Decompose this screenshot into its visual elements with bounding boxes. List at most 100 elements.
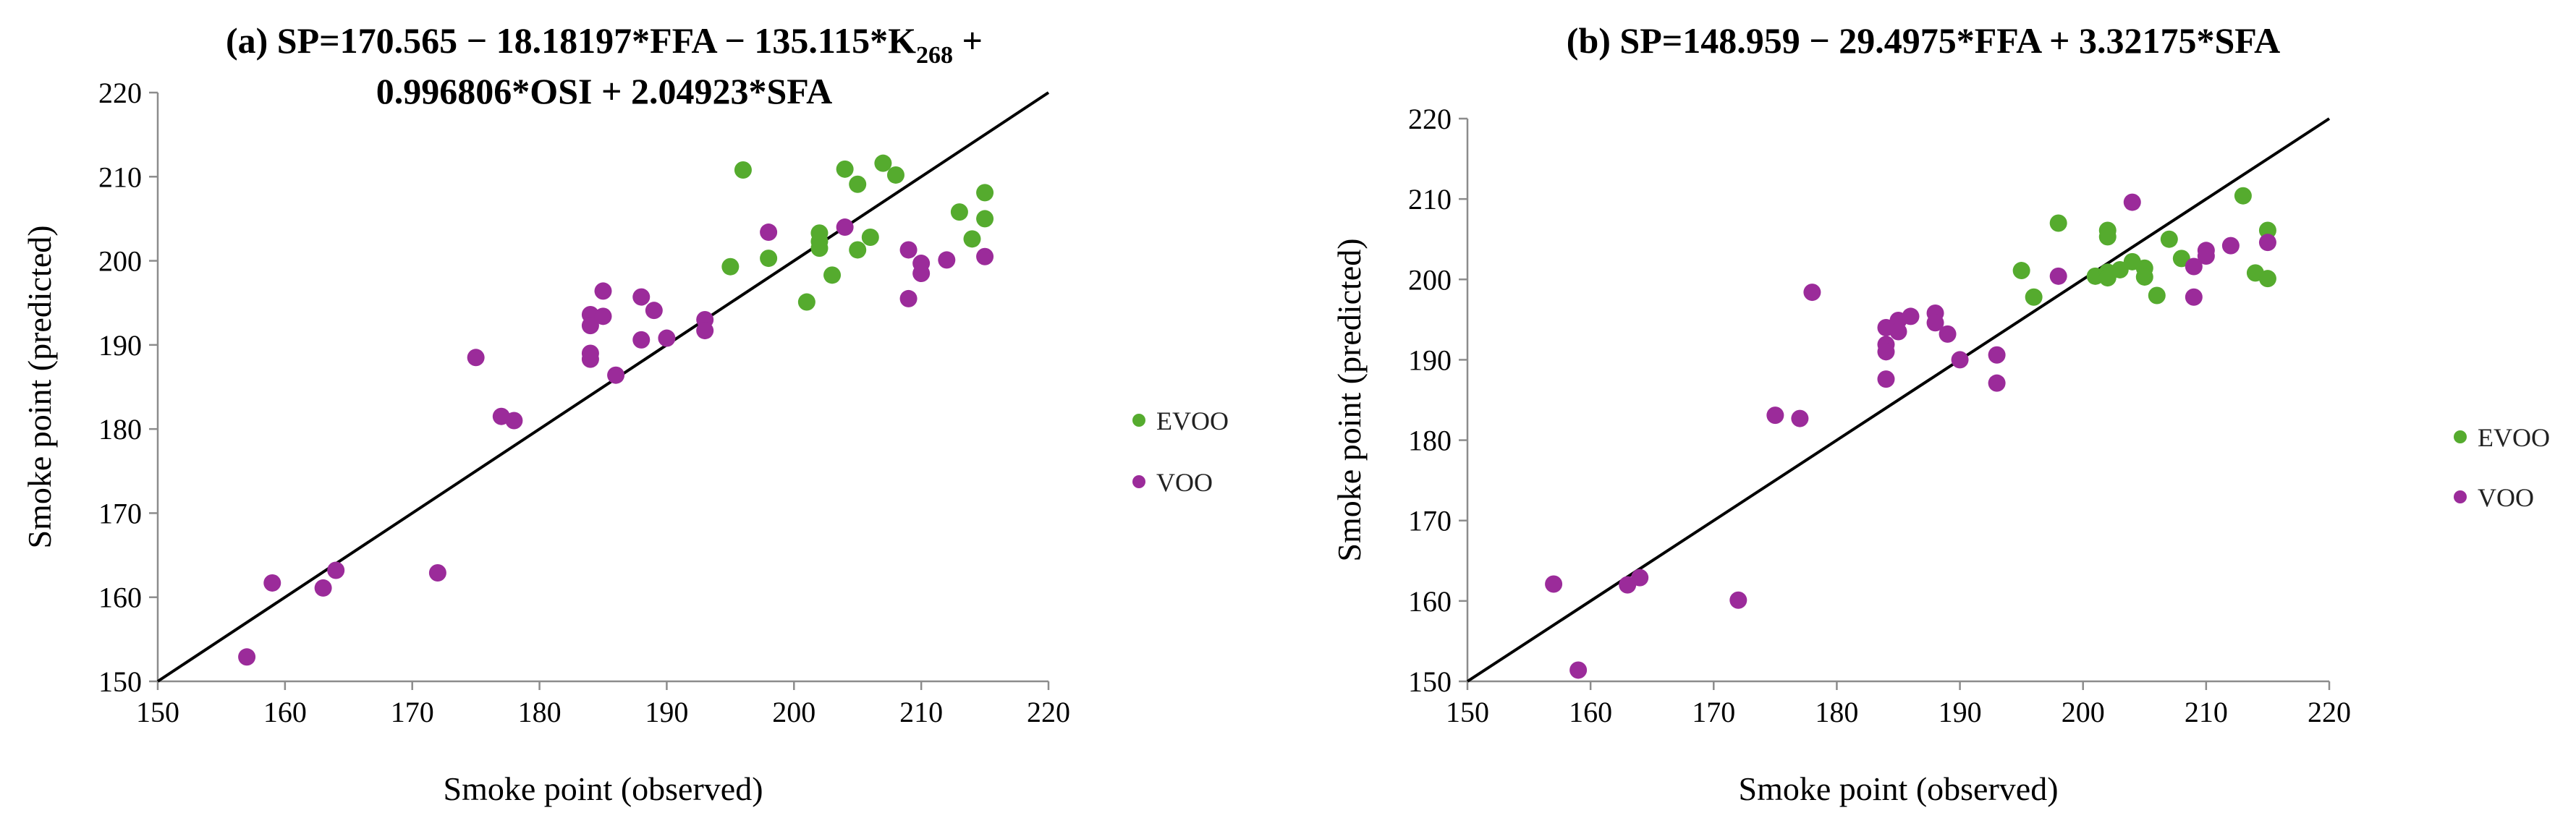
series-evoo	[721, 154, 994, 311]
y-tick-label: 150	[98, 665, 142, 698]
data-point-voo	[238, 648, 256, 666]
series-evoo	[2012, 187, 2276, 306]
data-point-voo	[1988, 374, 2006, 392]
data-point-evoo	[2098, 228, 2117, 246]
data-point-evoo	[2160, 230, 2178, 248]
data-point-evoo	[886, 166, 904, 184]
data-point-voo	[912, 265, 931, 283]
x-tick-label: 170	[1692, 696, 1735, 728]
x-tick-label: 210	[899, 696, 943, 728]
data-point-voo	[2123, 193, 2141, 211]
data-point-evoo	[976, 210, 994, 228]
x-tick-label: 190	[645, 696, 688, 728]
y-axis-label: Smoke point (predicted)	[1331, 238, 1368, 561]
data-point-voo	[1791, 409, 1809, 427]
data-point-voo	[2221, 237, 2240, 255]
data-point-voo	[1988, 346, 2006, 364]
data-point-voo	[696, 322, 714, 340]
data-point-voo	[2185, 288, 2203, 306]
chart-title-segment: (b) SP=148.959 − 29.4975*FFA + 3.32175*S…	[1567, 20, 2280, 61]
data-point-evoo	[2172, 250, 2190, 268]
legend-marker-voo	[1132, 475, 1145, 488]
data-point-voo	[1939, 325, 1957, 343]
data-point-evoo	[963, 230, 981, 248]
chart-title-segment: +	[953, 20, 983, 61]
x-tick-label: 150	[136, 696, 179, 728]
data-point-voo	[2258, 234, 2276, 252]
data-point-voo	[1951, 351, 1969, 369]
data-point-evoo	[861, 229, 879, 247]
data-point-evoo	[836, 160, 854, 178]
data-point-voo	[899, 289, 918, 307]
data-point-evoo	[849, 241, 867, 259]
data-point-voo	[467, 349, 485, 367]
data-point-evoo	[2111, 260, 2129, 278]
x-tick-label: 160	[1569, 696, 1612, 728]
data-point-voo	[2197, 247, 2215, 265]
data-point-evoo	[2135, 268, 2153, 286]
x-tick-label: 170	[391, 696, 434, 728]
data-point-voo	[760, 223, 778, 242]
data-point-evoo	[797, 293, 815, 311]
data-point-evoo	[721, 257, 740, 276]
y-tick-label: 210	[98, 161, 142, 193]
data-point-voo	[2185, 257, 2203, 276]
data-point-voo	[976, 247, 994, 265]
x-tick-label: 180	[1815, 696, 1858, 728]
data-point-evoo	[810, 239, 829, 257]
y-axis-label: Smoke point (predicted)	[21, 225, 58, 548]
data-point-voo	[263, 574, 281, 592]
data-point-voo	[1729, 591, 1747, 609]
x-tick-label: 210	[2185, 696, 2228, 728]
data-point-voo	[1926, 314, 1944, 332]
data-point-voo	[899, 241, 918, 259]
y-tick-label: 190	[98, 329, 142, 362]
data-point-voo	[1631, 569, 1649, 587]
y-tick-label: 160	[98, 582, 142, 614]
x-tick-label: 220	[1027, 696, 1070, 728]
data-point-voo	[1902, 307, 1920, 325]
data-point-voo	[1545, 575, 1563, 593]
x-tick-label: 200	[2062, 696, 2105, 728]
reference-line-1to1	[1466, 117, 2331, 683]
x-tick-label: 220	[2308, 696, 2351, 728]
x-axis-label: Smoke point (observed)	[443, 770, 763, 807]
y-tick-label: 200	[1408, 263, 1452, 296]
data-point-voo	[594, 282, 612, 300]
y-tick-label: 220	[98, 77, 142, 109]
data-point-evoo	[734, 161, 752, 179]
data-point-voo	[1803, 284, 1821, 302]
data-point-voo	[428, 563, 446, 582]
x-tick-label: 200	[772, 696, 815, 728]
x-axis-label: Smoke point (observed)	[1738, 770, 2058, 807]
data-point-voo	[607, 366, 625, 384]
data-point-voo	[1877, 343, 1895, 361]
data-point-evoo	[2258, 221, 2276, 239]
data-point-evoo	[950, 203, 968, 221]
y-tick-label: 200	[98, 245, 142, 278]
data-point-voo	[1877, 370, 1895, 388]
y-tick-label: 190	[1408, 344, 1452, 376]
data-point-evoo	[849, 175, 867, 193]
series-voo	[238, 218, 994, 666]
data-point-voo	[1889, 323, 1907, 341]
data-point-voo	[632, 331, 651, 349]
y-tick-label: 220	[1408, 103, 1452, 135]
data-point-voo	[645, 302, 663, 320]
series-voo	[1545, 193, 2276, 679]
data-point-evoo	[2148, 286, 2166, 305]
x-tick-label: 160	[263, 696, 307, 728]
data-point-evoo	[823, 266, 842, 284]
chart-title-segment: 268	[916, 42, 953, 69]
data-point-voo	[658, 329, 676, 347]
y-tick-label: 210	[1408, 183, 1452, 216]
reference-line-1to1	[156, 91, 1050, 683]
data-point-voo	[836, 218, 854, 237]
data-point-evoo	[2234, 187, 2252, 205]
data-point-evoo	[2049, 214, 2067, 232]
data-point-voo	[1766, 406, 1784, 425]
data-point-evoo	[874, 154, 892, 172]
data-point-voo	[581, 350, 599, 368]
data-point-voo	[327, 561, 345, 579]
chart-a: (a) SP=170.565 − 18.18197*FFA − 135.115*…	[21, 20, 1229, 807]
